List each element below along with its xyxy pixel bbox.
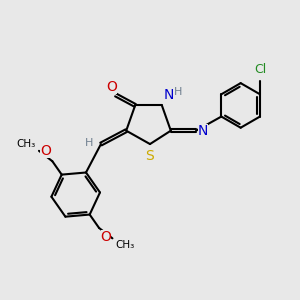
Text: N: N (164, 88, 174, 102)
Text: N: N (198, 124, 208, 138)
Text: H: H (85, 138, 94, 148)
Text: CH₃: CH₃ (116, 240, 135, 250)
Text: O: O (106, 80, 117, 94)
Text: Cl: Cl (254, 63, 266, 76)
Text: H: H (174, 87, 183, 97)
Text: O: O (100, 230, 111, 244)
Text: O: O (40, 144, 51, 158)
Text: CH₃: CH₃ (17, 139, 36, 149)
Text: S: S (146, 149, 154, 164)
